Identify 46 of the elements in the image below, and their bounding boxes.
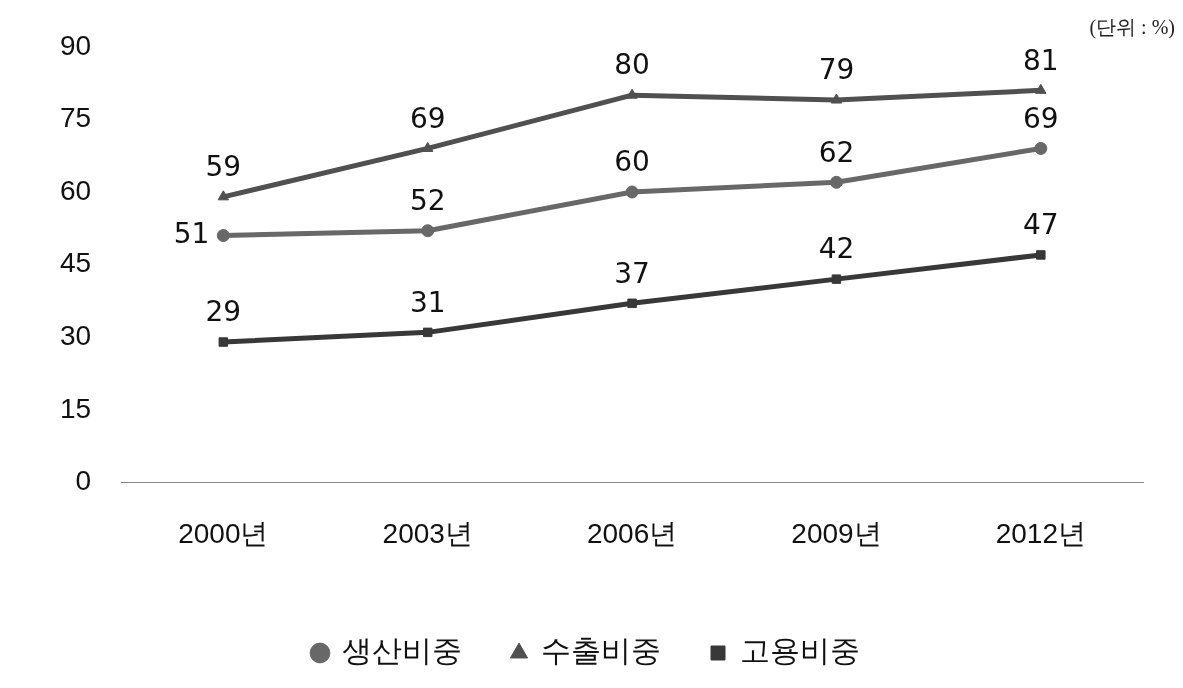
y-tick-label: 90 <box>59 29 92 61</box>
data-label: 60 <box>614 145 650 179</box>
point <box>625 185 639 199</box>
x-tick-label: 2009년 <box>791 517 882 549</box>
point <box>831 274 842 284</box>
data-label: 42 <box>818 232 855 266</box>
x-tick-label: 2003년 <box>382 517 473 549</box>
legend-label: 생산비중 <box>342 634 462 668</box>
x-tick-label: 2000년 <box>178 517 269 549</box>
y-tick-label: 60 <box>59 174 92 206</box>
data-label: 51 <box>173 216 210 250</box>
x-tick-label: 2012년 <box>995 517 1086 549</box>
data-label: 52 <box>409 184 446 217</box>
y-tick-label: 30 <box>59 319 92 351</box>
data-label: 31 <box>409 285 446 319</box>
point <box>626 88 638 99</box>
point <box>421 224 435 238</box>
data-label: 47 <box>1022 208 1059 242</box>
point <box>218 337 229 347</box>
point <box>216 229 230 243</box>
point <box>627 298 637 309</box>
legend-label: 수출비중 <box>541 634 661 668</box>
data-label: 80 <box>614 48 650 82</box>
point <box>422 141 434 152</box>
y-tick-label: 45 <box>59 247 92 279</box>
data-label: 62 <box>818 135 855 169</box>
data-label: 81 <box>1022 43 1059 77</box>
point <box>1035 83 1047 94</box>
data-label: 69 <box>1022 101 1059 135</box>
data-label: 69 <box>409 101 446 135</box>
data-label: 79 <box>818 53 855 87</box>
data-label: 29 <box>205 295 242 329</box>
data-label: 37 <box>614 256 650 290</box>
legend-label: 고용비중 <box>740 634 860 668</box>
y-tick-label: 0 <box>75 465 92 497</box>
x-tick-label: 2006년 <box>586 517 678 549</box>
data-label: 59 <box>205 150 242 184</box>
point <box>217 190 230 201</box>
y-tick-label: 75 <box>59 102 92 134</box>
text: (단위 : %) <box>1089 15 1175 41</box>
point <box>422 327 433 338</box>
y-tick-label: 15 <box>59 392 92 424</box>
point <box>830 93 843 104</box>
point <box>1034 141 1048 155</box>
point <box>829 175 843 189</box>
point <box>1036 250 1046 260</box>
